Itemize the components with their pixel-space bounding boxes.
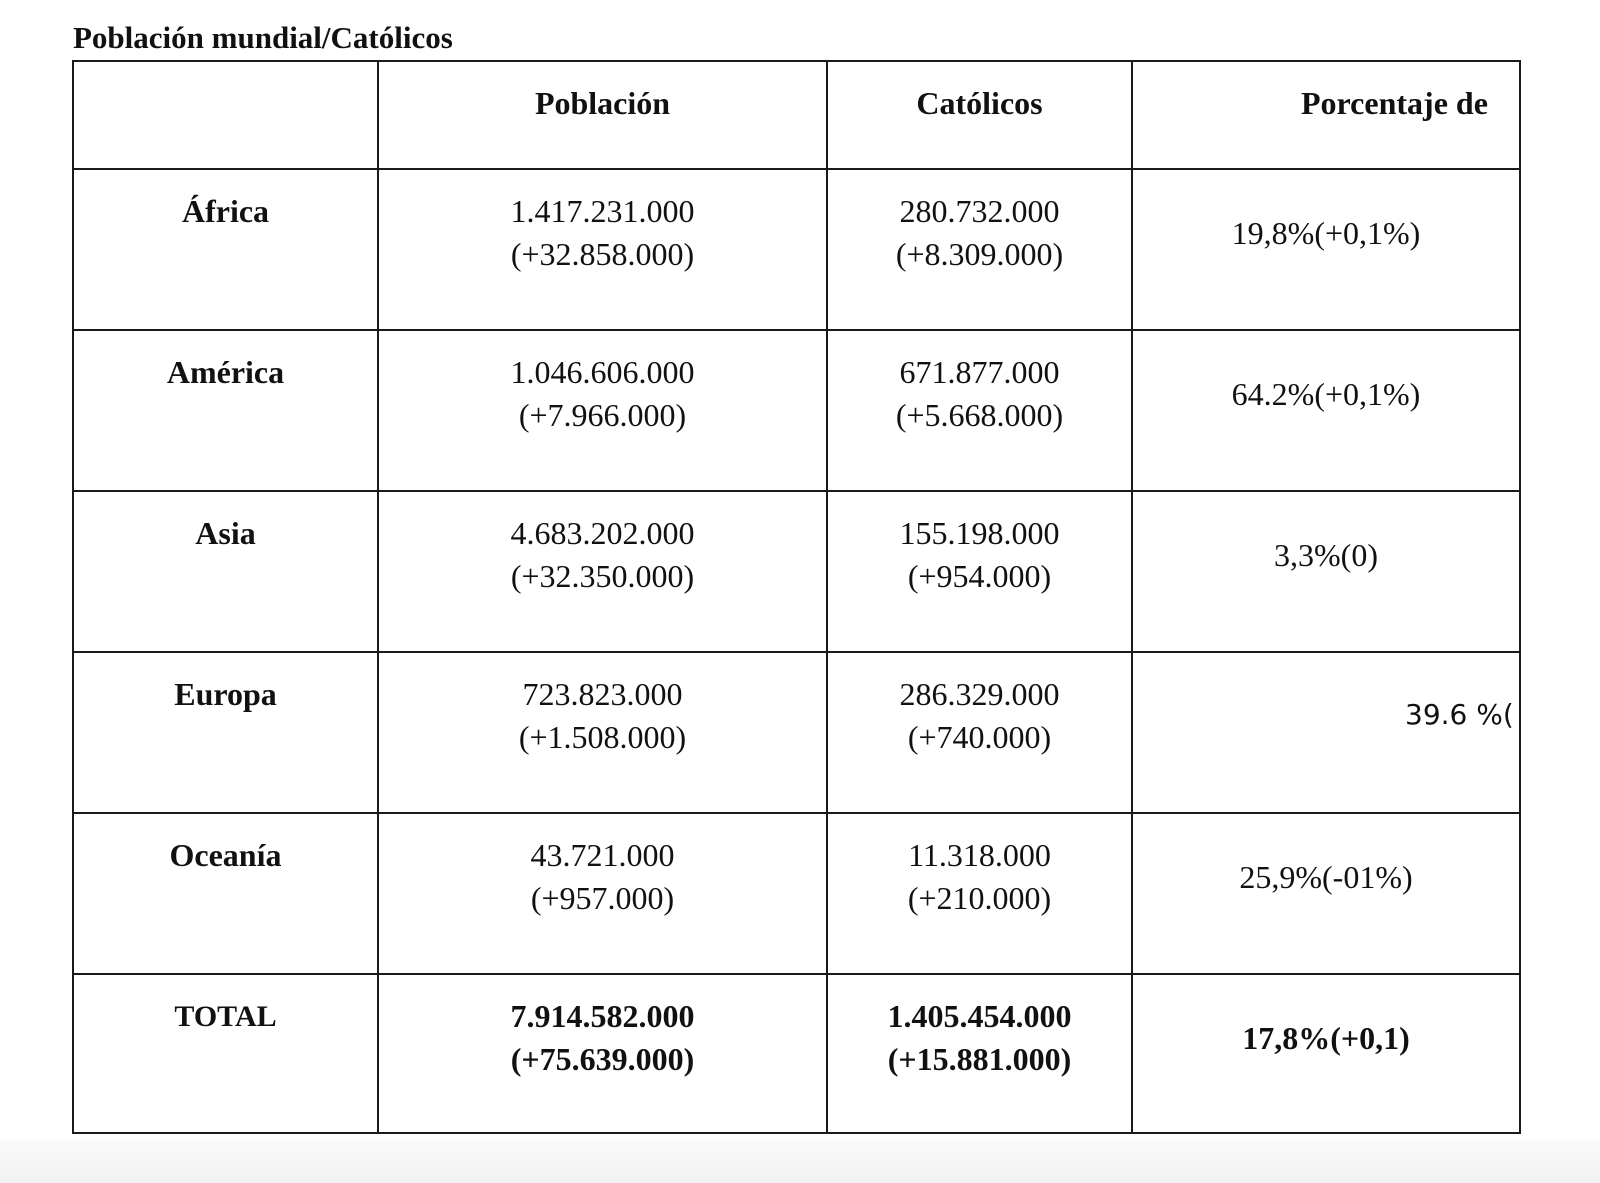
catolicos-value: 11.318.000 bbox=[908, 837, 1051, 873]
porcentaje-cell: 19,8%(+0,1%) bbox=[1131, 168, 1521, 331]
table-row: Oceanía 43.721.000 (+957.000) 11.318.000 (… bbox=[72, 812, 1521, 975]
population-table: Población Católicos Porcentaje de África… bbox=[72, 60, 1521, 1134]
catolicos-value: 286.329.000 bbox=[899, 676, 1060, 712]
catolicos-delta: (+210.000) bbox=[907, 880, 1052, 916]
catolicos-delta: (+5.668.000) bbox=[895, 397, 1064, 433]
header-empty bbox=[72, 60, 379, 170]
header-poblacion: Población bbox=[377, 60, 828, 170]
poblacion-cell: 4.683.202.000 (+32.350.000) bbox=[377, 490, 828, 653]
poblacion-delta: (+1.508.000) bbox=[518, 719, 687, 755]
document-title: Población mundial/Católicos bbox=[73, 20, 453, 55]
table-row: América 1.046.606.000 (+7.966.000) 671.87… bbox=[72, 329, 1521, 492]
poblacion-value: 43.721.000 bbox=[530, 837, 675, 873]
region-cell: Oceanía bbox=[72, 812, 379, 975]
total-porcentaje-cell: 17,8%(+0,1) bbox=[1131, 973, 1521, 1134]
catolicos-cell: 155.198.000 (+954.000) bbox=[826, 490, 1133, 653]
poblacion-value: 1.046.606.000 bbox=[510, 354, 695, 390]
table-row: Europa 723.823.000 (+1.508.000) 286.329.0… bbox=[72, 651, 1521, 814]
poblacion-delta: (+32.350.000) bbox=[510, 558, 695, 594]
total-poblacion-cell: 7.914.582.000 (+75.639.000) bbox=[377, 973, 828, 1134]
catolicos-cell: 11.318.000 (+210.000) bbox=[826, 812, 1133, 975]
total-catolicos-delta: (+15.881.000) bbox=[887, 1041, 1072, 1077]
poblacion-cell: 1.046.606.000 (+7.966.000) bbox=[377, 329, 828, 492]
porcentaje-cell: 25,9%(-01%) bbox=[1131, 812, 1521, 975]
catolicos-value: 671.877.000 bbox=[899, 354, 1060, 390]
poblacion-cell: 43.721.000 (+957.000) bbox=[377, 812, 828, 975]
region-cell: Europa bbox=[72, 651, 379, 814]
table-row: África 1.417.231.000 (+32.858.000) 280.73… bbox=[72, 168, 1521, 331]
poblacion-value: 723.823.000 bbox=[522, 676, 683, 712]
header-catolicos: Católicos bbox=[826, 60, 1133, 170]
poblacion-cell: 723.823.000 (+1.508.000) bbox=[377, 651, 828, 814]
region-cell: Asia bbox=[72, 490, 379, 653]
catolicos-delta: (+954.000) bbox=[907, 558, 1052, 594]
table-header-row: Población Católicos Porcentaje de bbox=[72, 60, 1521, 170]
total-catolicos-value: 1.405.454.000 bbox=[887, 998, 1072, 1034]
total-poblacion-value: 7.914.582.000 bbox=[510, 998, 695, 1034]
catolicos-delta: (+8.309.000) bbox=[895, 236, 1064, 272]
poblacion-cell: 1.417.231.000 (+32.858.000) bbox=[377, 168, 828, 331]
catolicos-value: 280.732.000 bbox=[899, 193, 1060, 229]
total-poblacion-delta: (+75.639.000) bbox=[510, 1041, 695, 1077]
catolicos-cell: 280.732.000 (+8.309.000) bbox=[826, 168, 1133, 331]
porcentaje-cell: 3,3%(0) bbox=[1131, 490, 1521, 653]
total-row: TOTAL 7.914.582.000 (+75.639.000) 1.405.4… bbox=[72, 973, 1521, 1134]
region-cell: América bbox=[72, 329, 379, 492]
poblacion-value: 1.417.231.000 bbox=[510, 193, 695, 229]
catolicos-value: 155.198.000 bbox=[899, 515, 1060, 551]
catolicos-cell: 671.877.000 (+5.668.000) bbox=[826, 329, 1133, 492]
total-catolicos-cell: 1.405.454.000 (+15.881.000) bbox=[826, 973, 1133, 1134]
bottom-edge bbox=[0, 1140, 1600, 1183]
region-cell: África bbox=[72, 168, 379, 331]
poblacion-delta: (+32.858.000) bbox=[510, 236, 695, 272]
poblacion-delta: (+7.966.000) bbox=[518, 397, 687, 433]
porcentaje-cell: 64.2%(+0,1%) bbox=[1131, 329, 1521, 492]
table-row: Asia 4.683.202.000 (+32.350.000) 155.198.… bbox=[72, 490, 1521, 653]
porcentaje-cell: 39.6 %( bbox=[1131, 651, 1521, 814]
poblacion-value: 4.683.202.000 bbox=[510, 515, 695, 551]
poblacion-delta: (+957.000) bbox=[530, 880, 675, 916]
header-porcentaje: Porcentaje de bbox=[1131, 60, 1521, 170]
catolicos-delta: (+740.000) bbox=[907, 719, 1052, 755]
catolicos-cell: 286.329.000 (+740.000) bbox=[826, 651, 1133, 814]
total-label: TOTAL bbox=[72, 973, 379, 1134]
